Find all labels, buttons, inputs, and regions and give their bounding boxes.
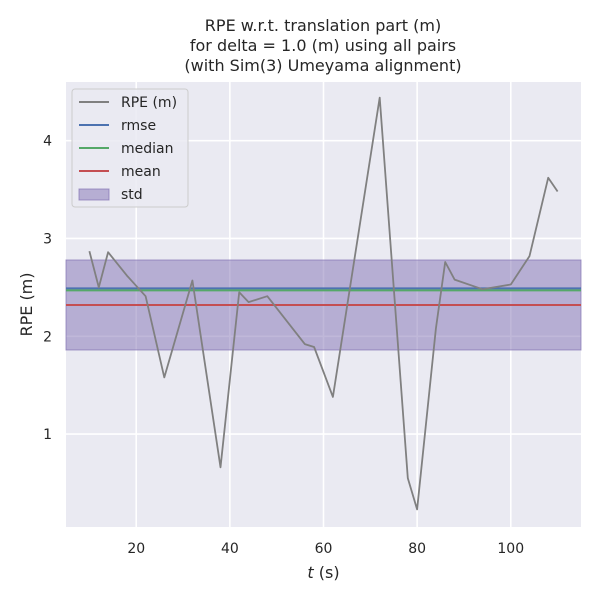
legend-box xyxy=(71,88,189,208)
stat-lines xyxy=(66,287,581,306)
legend-entry-std-swatch xyxy=(78,188,110,201)
x-tick-label: 60 xyxy=(315,541,333,557)
legend-entry-mean-label: mean xyxy=(121,164,161,180)
x-ticks: 20 40 60 80 100 xyxy=(127,541,524,557)
x-tick-label: 80 xyxy=(408,541,426,557)
x-tick-label: 40 xyxy=(221,541,239,557)
legend-entry-std-label: std xyxy=(121,187,143,203)
title-line-3: (with Sim(3) Umeyama alignment) xyxy=(184,56,461,75)
x-tick-label: 20 xyxy=(127,541,145,557)
title-line-2: for delta = 1.0 (m) using all pairs xyxy=(190,36,456,55)
x-axis-label-var: t xyxy=(307,563,314,582)
y-axis-label: RPE (m) xyxy=(17,272,36,336)
series-lines xyxy=(88,96,559,511)
legend: RPE (m) rmse median mean std xyxy=(71,88,189,208)
rpe-series-line xyxy=(88,96,559,511)
x-axis-label: t (s) xyxy=(307,563,339,582)
y-tick-label: 3 xyxy=(43,231,52,247)
y-ticks: 1 2 3 4 xyxy=(43,134,52,443)
x-tick-label: 100 xyxy=(497,541,524,557)
y-tick-label: 2 xyxy=(43,329,52,345)
title-line-1: RPE w.r.t. translation part (m) xyxy=(205,16,441,35)
y-tick-label: 4 xyxy=(43,134,52,150)
x-axis-label-unit: (s) xyxy=(314,563,340,582)
legend-entry-median-label: median xyxy=(121,141,173,157)
legend-entry-rmse-label: rmse xyxy=(121,118,156,134)
legend-entry-rpe-label: RPE (m) xyxy=(121,95,177,111)
y-tick-label: 1 xyxy=(43,427,52,443)
chart-title: RPE w.r.t. translation part (m)for delta… xyxy=(184,16,461,75)
